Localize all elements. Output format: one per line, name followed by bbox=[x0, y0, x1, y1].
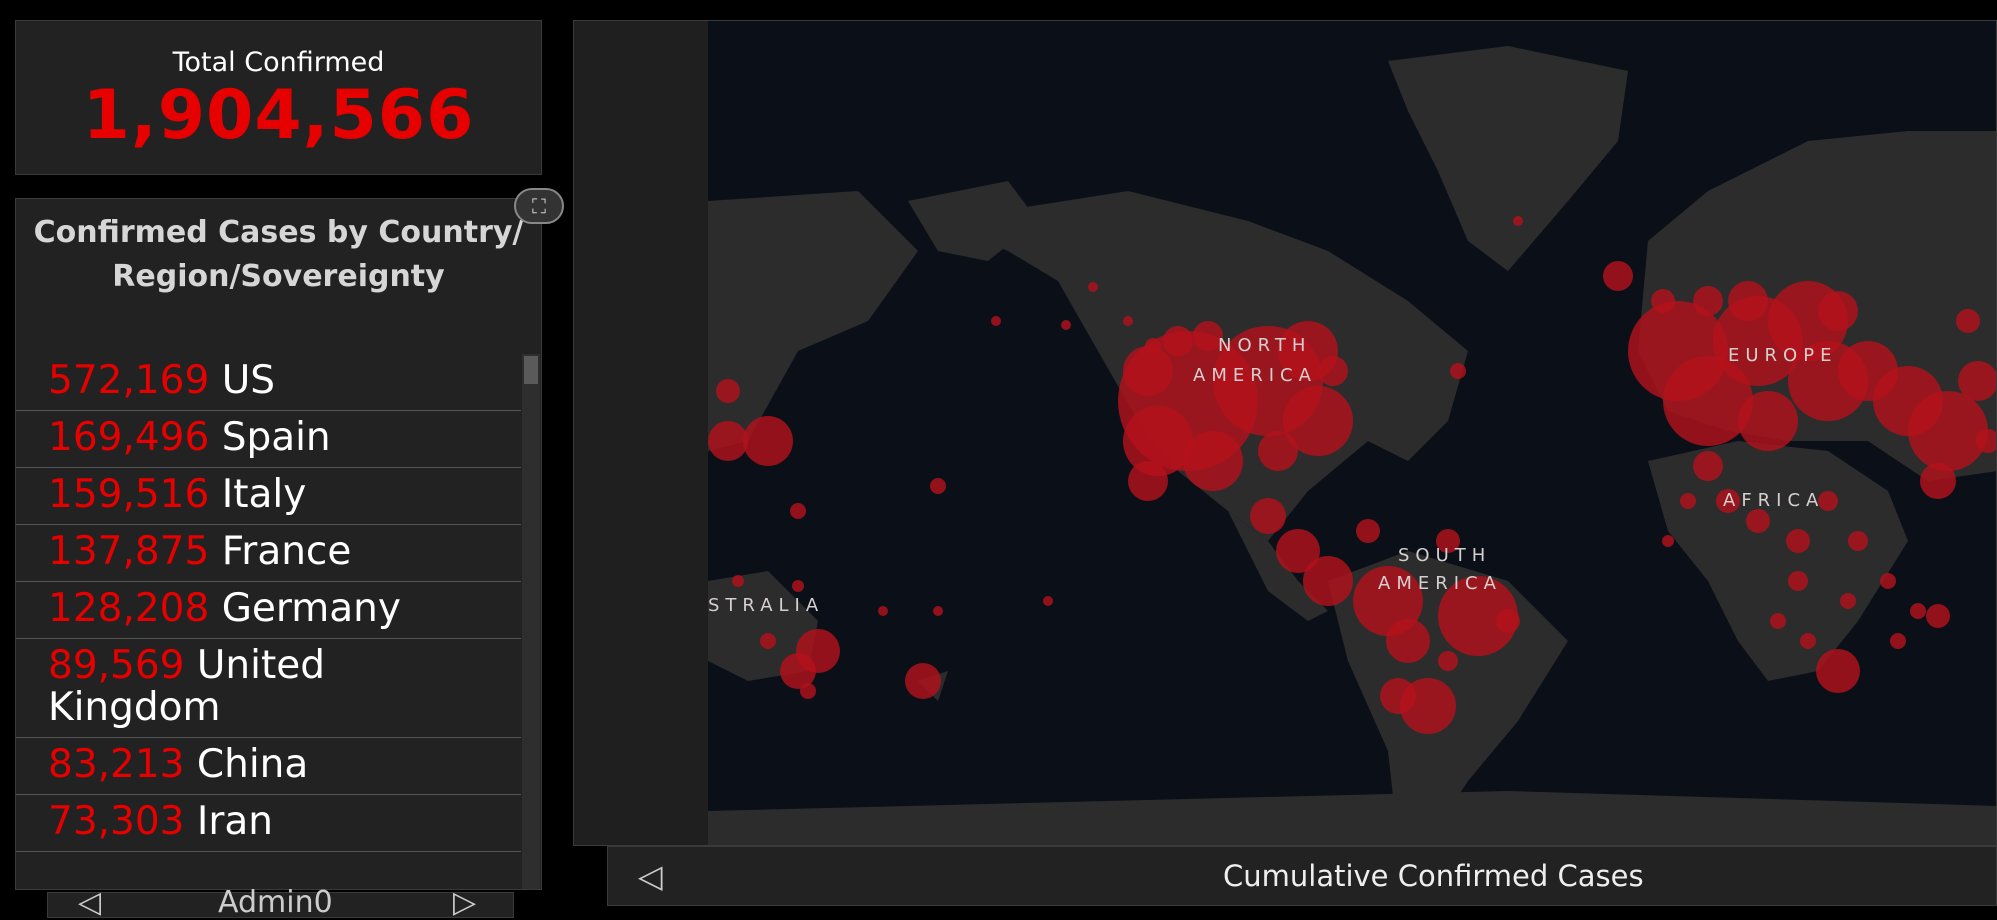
country-list-title: Confirmed Cases by Country/Region/Sovere… bbox=[33, 215, 524, 294]
admin-tab-label[interactable]: Admin0 bbox=[218, 885, 333, 920]
expand-icon[interactable]: ⛶ bbox=[514, 188, 564, 224]
next-tab-icon[interactable]: ▷ bbox=[453, 885, 477, 920]
list-item[interactable]: 572,169 US bbox=[16, 354, 521, 411]
map-footer: ◁ Cumulative Confirmed Cases bbox=[607, 846, 1997, 906]
country-name: US bbox=[221, 358, 275, 403]
case-count: 572,169 bbox=[48, 358, 210, 403]
country-name: Italy bbox=[221, 472, 307, 517]
country-list[interactable]: 572,169 US 169,496 Spain 159,516 Italy 1… bbox=[16, 354, 521, 889]
country-list-panel: Confirmed Cases by Country/Region/Sovere… bbox=[15, 198, 542, 890]
case-bubbles bbox=[708, 216, 1996, 734]
case-count: 89,569 bbox=[48, 643, 185, 688]
map-label-europe: EUROPE bbox=[1728, 345, 1837, 366]
list-item[interactable]: 137,875 France bbox=[16, 525, 521, 582]
list-item[interactable]: 159,516 Italy bbox=[16, 468, 521, 525]
map-label-north-america-2: AMERICA bbox=[1193, 365, 1317, 386]
map-label-australia: STRALIA bbox=[708, 595, 824, 616]
list-item[interactable]: 83,213 China bbox=[16, 738, 521, 795]
map-label-africa: AFRICA bbox=[1723, 490, 1824, 511]
country-name: Germany bbox=[221, 586, 401, 631]
list-item[interactable]: 169,496 Spain bbox=[16, 411, 521, 468]
country-name: France bbox=[221, 529, 352, 574]
scroll-thumb[interactable] bbox=[524, 356, 538, 384]
case-count: 83,213 bbox=[48, 742, 185, 787]
list-item[interactable]: 89,569 United Kingdom bbox=[16, 639, 521, 738]
list-scrollbar[interactable] bbox=[522, 354, 540, 889]
world-map[interactable]: NORTH AMERICA SOUTH AMERICA EUROPE AFRIC… bbox=[708, 21, 1996, 845]
list-item[interactable]: 73,303 Iran bbox=[16, 795, 521, 852]
case-count: 73,303 bbox=[48, 799, 185, 844]
total-confirmed-card: Total Confirmed 1,904,566 bbox=[15, 20, 542, 175]
prev-tab-icon[interactable]: ◁ bbox=[78, 885, 102, 920]
prev-view-icon[interactable]: ◁ bbox=[638, 857, 663, 895]
land-masses bbox=[708, 46, 1996, 845]
case-count: 137,875 bbox=[48, 529, 210, 574]
country-name: China bbox=[196, 742, 309, 787]
map-panel: NORTH AMERICA SOUTH AMERICA EUROPE AFRIC… bbox=[573, 20, 1997, 846]
case-count: 159,516 bbox=[48, 472, 210, 517]
country-name: Iran bbox=[196, 799, 274, 844]
map-label-north-america: NORTH bbox=[1218, 335, 1311, 356]
map-label-south-america-2: AMERICA bbox=[1378, 573, 1502, 594]
total-confirmed-value: 1,904,566 bbox=[82, 76, 475, 155]
admin-tab-bar: ◁ Admin0 ▷ bbox=[47, 885, 514, 920]
case-count: 128,208 bbox=[48, 586, 210, 631]
total-confirmed-label: Total Confirmed bbox=[172, 47, 385, 78]
list-item[interactable]: 128,208 Germany bbox=[16, 582, 521, 639]
country-name: Spain bbox=[221, 415, 331, 460]
map-label-south-america: SOUTH bbox=[1398, 545, 1491, 566]
case-count: 169,496 bbox=[48, 415, 210, 460]
country-name: United Kingdom bbox=[48, 643, 326, 730]
map-title: Cumulative Confirmed Cases bbox=[1223, 859, 1644, 893]
